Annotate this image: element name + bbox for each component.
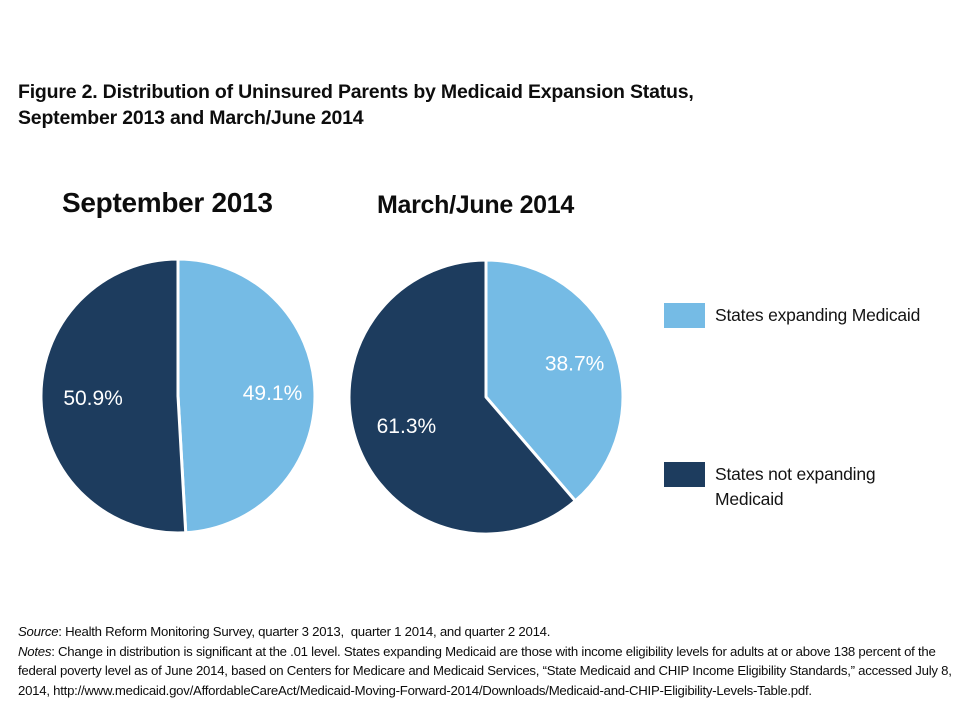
pie2-title: March/June 2014 [377,191,574,219]
legend-label-expanding: States expanding Medicaid [715,305,921,325]
pie-chart-march-june-2014-value-label-states-not-expanding-medicaid: 61.3% [377,415,437,438]
source-text: : Health Reform Monitoring Survey, quart… [58,624,551,639]
pie-chart-september-2013-value-label-states-not-expanding-medicaid: 50.9% [63,387,123,410]
notes-text: : Change in distribution is significant … [18,643,956,698]
pie-chart-september-2013-slice-states-expanding-medicaid [176,257,317,535]
notes-note: Notes: Change in distribution is signifi… [18,642,953,701]
figure-title: Figure 2. Distribution of Uninsured Pare… [18,80,818,131]
footnotes: Source: Health Reform Monitoring Survey,… [18,622,953,700]
pie-chart-march-june-2014: 38.7% 61.3% [347,258,625,536]
legend-label-not-expanding: States not expanding Medicaid [715,464,876,509]
pie-chart-march-june-2014-value-label-states-expanding-medicaid: 38.7% [545,353,605,376]
legend-item-not-expanding: States not expanding Medicaid [664,462,905,512]
pie-chart-september-2013-value-label-states-expanding-medicaid: 49.1% [243,382,303,405]
legend-swatch-not-expanding [664,462,705,487]
figure-title-line2: September 2013 and March/June 2014 [18,106,364,129]
pie-chart-march-june-2014-slice-states-not-expanding-medicaid [347,258,577,536]
pie-chart-september-2013: 49.1% 50.9% [39,257,317,535]
legend-swatch-expanding [664,303,705,328]
pie-chart-march-june-2014-slice-states-expanding-medicaid [484,258,625,503]
source-label: Source [18,624,59,639]
source-note: Source: Health Reform Monitoring Survey,… [18,622,953,642]
legend-item-expanding: States expanding Medicaid [664,303,920,328]
pie1-title: September 2013 [62,187,273,218]
figure-title-line1: Figure 2. Distribution of Uninsured Pare… [18,81,694,103]
pie-chart-september-2013-slice-states-not-expanding-medicaid [39,257,188,535]
notes-label: Notes [18,643,52,659]
